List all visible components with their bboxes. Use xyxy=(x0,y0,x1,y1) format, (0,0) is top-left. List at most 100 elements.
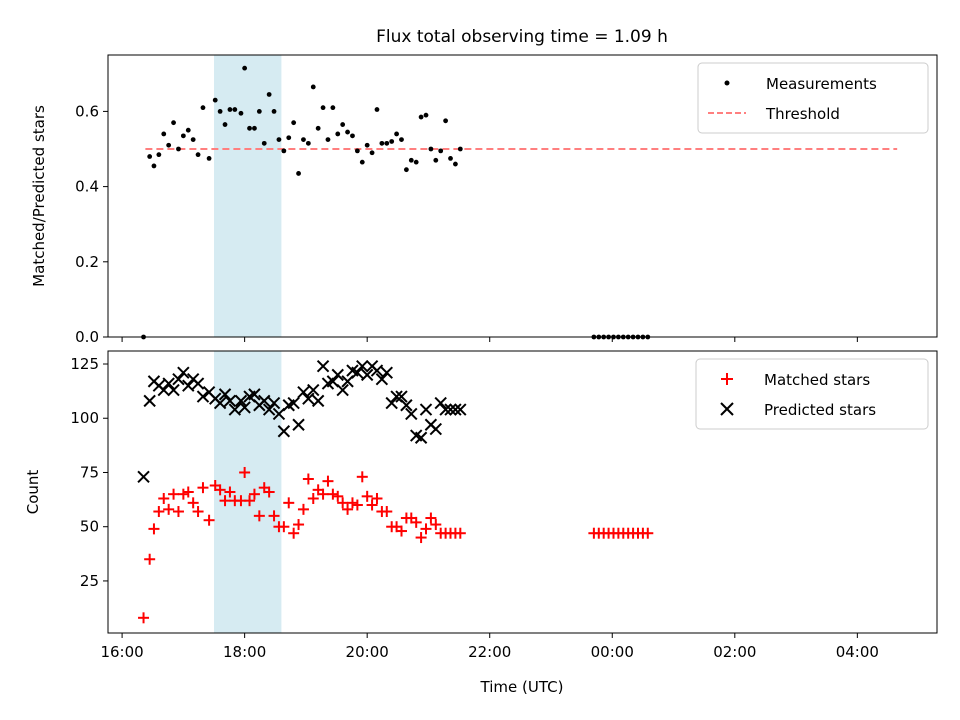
measurement-point xyxy=(389,139,395,144)
bottom-y-tick-label: 100 xyxy=(70,409,99,427)
predicted-star-point xyxy=(390,390,403,403)
matched-star-point xyxy=(224,486,236,498)
measurement-point xyxy=(206,156,212,161)
legend-measurements-marker xyxy=(724,80,730,86)
measurement-point xyxy=(345,129,350,135)
legend-matched-marker xyxy=(721,373,733,385)
matched-star-point xyxy=(346,497,358,509)
bottom-x-tick-label: 00:00 xyxy=(591,643,634,661)
measurement-point xyxy=(335,131,341,137)
predicted-star-point xyxy=(449,403,462,416)
matched-star-point xyxy=(293,519,305,531)
matched-star-point xyxy=(239,466,251,478)
matched-star-point xyxy=(138,612,150,624)
predicted-star-point xyxy=(297,386,310,399)
measurement-point xyxy=(166,142,172,148)
measurement-point xyxy=(418,114,424,120)
measurement-point xyxy=(195,152,201,158)
measurement-point xyxy=(176,146,181,152)
measurement-point xyxy=(291,120,297,126)
bottom-x-tick-label: 18:00 xyxy=(223,643,266,661)
top-y-tick-label: 0.0 xyxy=(75,328,99,346)
predicted-star-point xyxy=(356,359,369,373)
predicted-star-point xyxy=(248,388,261,401)
measurement-point xyxy=(408,157,414,163)
measurement-point xyxy=(161,131,167,137)
measurement-point xyxy=(227,107,233,112)
matched-star-point xyxy=(356,471,368,483)
matched-star-point xyxy=(197,482,209,494)
measurement-point xyxy=(156,152,162,158)
bottom-y-tick-label: 50 xyxy=(80,518,99,536)
predicted-star-point xyxy=(191,377,205,390)
predicted-star-point xyxy=(429,422,443,436)
matched-star-point xyxy=(182,486,194,498)
matched-star-point xyxy=(288,527,300,539)
matched-star-point xyxy=(361,490,373,502)
predicted-star-point xyxy=(439,403,452,416)
matched-star-point xyxy=(371,493,383,505)
matched-star-point xyxy=(307,493,319,505)
matched-star-point xyxy=(263,486,275,498)
measurement-point xyxy=(256,109,262,114)
measurement-point xyxy=(232,107,238,112)
measurement-point xyxy=(399,137,404,143)
predicted-star-point xyxy=(302,392,315,405)
legend-predicted-label: Predicted stars xyxy=(764,401,876,419)
predicted-star-point xyxy=(287,396,300,410)
measurement-point xyxy=(325,137,331,143)
measurement-point xyxy=(190,137,196,143)
measurement-point xyxy=(276,137,282,143)
predicted-star-point xyxy=(311,394,325,408)
predicted-star-point xyxy=(157,383,170,397)
top-measurement-points xyxy=(141,65,651,340)
measurement-point xyxy=(286,135,292,141)
matched-star-point xyxy=(214,484,226,496)
measurement-point xyxy=(180,133,186,139)
matched-star-point xyxy=(410,516,422,528)
predicted-star-point xyxy=(307,383,320,397)
predicted-star-point xyxy=(182,379,195,392)
bottom-x-tick-label: 02:00 xyxy=(713,643,756,661)
matched-star-point xyxy=(332,490,344,502)
bottom-plot-frame xyxy=(107,350,938,634)
bottom-x-tick-label: 16:00 xyxy=(100,643,143,661)
predicted-star-point xyxy=(162,377,175,390)
matched-star-point xyxy=(148,523,160,535)
bottom-x-tick-label: 04:00 xyxy=(836,643,879,661)
matched-star-point xyxy=(153,506,165,518)
matched-star-point xyxy=(395,525,407,537)
matched-star-point xyxy=(366,499,378,511)
measurement-point xyxy=(359,159,365,165)
top-y-ticks: 0.0 0.2 0.4 0.6 xyxy=(75,102,108,346)
measurement-point xyxy=(147,154,153,159)
matched-star-point xyxy=(283,497,295,509)
measurement-point xyxy=(443,118,449,124)
bottom-y-ticks: 25 50 75 100 125 xyxy=(70,355,108,590)
measurement-point xyxy=(200,105,206,111)
matched-star-point xyxy=(327,488,339,500)
predicted-star-point xyxy=(385,396,398,410)
measurement-point xyxy=(238,110,244,116)
matched-star-point xyxy=(253,510,265,522)
predicted-star-point xyxy=(414,431,428,444)
measurement-point xyxy=(320,105,326,111)
matched-star-point xyxy=(317,488,329,500)
top-x-ticks xyxy=(121,337,858,342)
bottom-x-ticks: 16:00 18:00 20:00 22:00 00:00 02:00 04:00 xyxy=(100,633,879,661)
top-shaded-rect xyxy=(213,55,282,337)
measurement-point xyxy=(374,107,380,112)
predicted-star-point xyxy=(292,418,305,431)
predicted-star-point xyxy=(137,470,150,484)
predicted-star-point xyxy=(267,396,281,410)
measurement-point xyxy=(394,131,399,137)
predicted-star-point xyxy=(172,372,185,386)
predicted-star-point xyxy=(405,407,418,421)
predicted-star-point xyxy=(454,403,467,416)
measurement-point xyxy=(340,122,346,127)
measurement-point xyxy=(453,161,458,167)
predicted-star-point xyxy=(143,394,156,408)
measurement-point xyxy=(247,125,252,131)
matched-star-point xyxy=(278,521,290,533)
